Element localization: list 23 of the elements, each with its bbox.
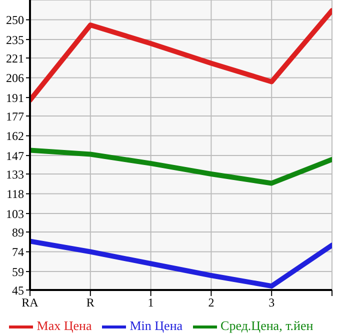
y-tick-label: 133 — [6, 167, 24, 182]
y-tick-label: 118 — [6, 187, 24, 202]
y-tick-label: 162 — [6, 129, 24, 144]
x-tick-label: R — [86, 296, 94, 310]
y-tick-label: 206 — [6, 71, 24, 86]
x-tick-label: 1 — [148, 296, 154, 310]
y-tick-label: 74 — [12, 245, 24, 260]
y-tick-label: 235 — [6, 32, 24, 47]
y-tick-label: 45 — [12, 283, 24, 298]
y-tick-label: 103 — [6, 206, 24, 221]
y-tick-label: 177 — [6, 109, 24, 124]
y-tick-label: 59 — [12, 264, 24, 279]
legend-label: Max Цена — [36, 318, 92, 333]
y-tick-label: 250 — [6, 13, 24, 28]
legend-label: Сред.Цена, т.йен — [220, 318, 314, 333]
y-tick-label: 89 — [12, 225, 24, 240]
y-tick-label: 147 — [6, 148, 24, 163]
x-tick-label: 2 — [208, 296, 214, 310]
x-tick-label: 3 — [268, 296, 275, 310]
y-tick-label: 221 — [6, 51, 24, 66]
y-tick-label: 191 — [6, 90, 24, 105]
legend-label: Min Цена — [130, 318, 183, 333]
x-tick-label: RA — [22, 296, 39, 310]
